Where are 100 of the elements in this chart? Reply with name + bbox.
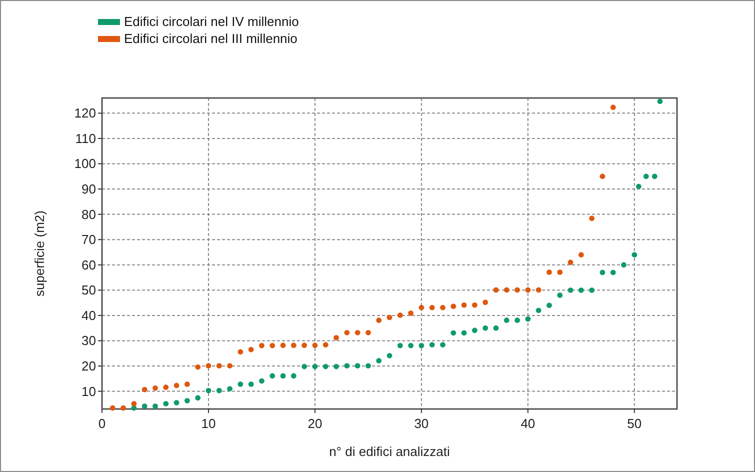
point bbox=[248, 382, 254, 387]
point bbox=[259, 342, 264, 348]
point bbox=[174, 400, 180, 406]
point bbox=[302, 342, 308, 348]
point bbox=[174, 382, 180, 388]
point bbox=[600, 270, 606, 276]
y-tick-label: 70 bbox=[82, 232, 96, 248]
point bbox=[184, 382, 190, 387]
point bbox=[514, 318, 520, 323]
point bbox=[397, 342, 403, 348]
point bbox=[408, 310, 414, 316]
point bbox=[408, 342, 414, 348]
point bbox=[270, 373, 276, 379]
point bbox=[546, 302, 552, 308]
point bbox=[142, 404, 148, 409]
x-tick-label: 40 bbox=[520, 416, 536, 431]
point bbox=[557, 292, 563, 298]
point bbox=[142, 386, 148, 392]
point bbox=[652, 174, 658, 180]
point bbox=[302, 364, 308, 370]
point bbox=[120, 405, 126, 411]
point bbox=[600, 174, 606, 180]
point bbox=[152, 385, 158, 391]
point bbox=[344, 330, 350, 336]
point bbox=[280, 342, 286, 348]
point bbox=[589, 216, 595, 222]
point bbox=[227, 363, 232, 368]
point bbox=[450, 304, 456, 310]
y-tick-label: 100 bbox=[74, 156, 96, 172]
x-axis-title: n° di edifici analizzati bbox=[329, 444, 450, 459]
y-tick-label: 50 bbox=[82, 282, 96, 298]
point bbox=[493, 287, 499, 293]
x-tick-label: 20 bbox=[308, 416, 322, 431]
legend-label: Edifici circolari nel IV millennio bbox=[124, 14, 299, 29]
point bbox=[461, 330, 467, 336]
point bbox=[418, 342, 424, 348]
x-tick-label: 30 bbox=[414, 416, 429, 431]
point bbox=[259, 378, 264, 384]
point bbox=[163, 384, 169, 390]
point bbox=[312, 342, 318, 348]
point bbox=[248, 346, 254, 352]
point bbox=[322, 342, 328, 348]
point bbox=[386, 314, 392, 320]
point bbox=[568, 260, 574, 266]
x-tick-label: 10 bbox=[201, 416, 216, 431]
point bbox=[472, 328, 478, 334]
point bbox=[216, 388, 222, 394]
y-tick-label: 20 bbox=[82, 358, 96, 374]
point bbox=[334, 335, 339, 340]
point bbox=[280, 373, 286, 379]
y-tick-label: 120 bbox=[74, 106, 96, 121]
point bbox=[366, 363, 371, 368]
point bbox=[195, 364, 201, 370]
point bbox=[152, 404, 158, 409]
point bbox=[643, 174, 649, 180]
point bbox=[525, 287, 531, 293]
point bbox=[450, 330, 456, 336]
point bbox=[206, 388, 212, 394]
point bbox=[163, 400, 169, 406]
point bbox=[525, 316, 531, 322]
point bbox=[461, 302, 467, 308]
y-tick-label: 110 bbox=[75, 130, 96, 146]
point bbox=[621, 262, 626, 268]
y-tick-label: 40 bbox=[82, 308, 96, 323]
point bbox=[440, 304, 446, 310]
point bbox=[610, 104, 616, 110]
point bbox=[636, 184, 642, 190]
point bbox=[110, 405, 116, 411]
point bbox=[429, 304, 435, 310]
point bbox=[238, 349, 244, 355]
point bbox=[131, 400, 137, 406]
point bbox=[376, 358, 382, 364]
point bbox=[376, 318, 382, 323]
point bbox=[354, 330, 360, 336]
point bbox=[578, 287, 584, 293]
point bbox=[429, 342, 435, 348]
y-tick-label: 10 bbox=[82, 384, 96, 399]
y-tick-label: 80 bbox=[82, 206, 96, 222]
point bbox=[184, 398, 190, 404]
point bbox=[322, 364, 328, 370]
point bbox=[440, 342, 446, 348]
x-tick-label: 50 bbox=[627, 416, 642, 431]
y-tick-label: 30 bbox=[82, 333, 96, 348]
point bbox=[578, 252, 584, 258]
y-axis-title: superficie (m2) bbox=[32, 210, 47, 296]
point bbox=[290, 342, 296, 348]
point bbox=[206, 363, 212, 368]
point bbox=[504, 287, 510, 293]
point bbox=[290, 373, 296, 379]
point bbox=[195, 395, 201, 401]
point bbox=[216, 363, 222, 368]
point bbox=[397, 312, 403, 318]
point bbox=[354, 363, 360, 368]
point bbox=[238, 382, 244, 387]
point bbox=[589, 287, 595, 293]
point bbox=[366, 330, 371, 336]
point bbox=[504, 318, 510, 323]
point bbox=[472, 302, 478, 308]
point bbox=[482, 325, 488, 331]
point bbox=[482, 300, 488, 305]
